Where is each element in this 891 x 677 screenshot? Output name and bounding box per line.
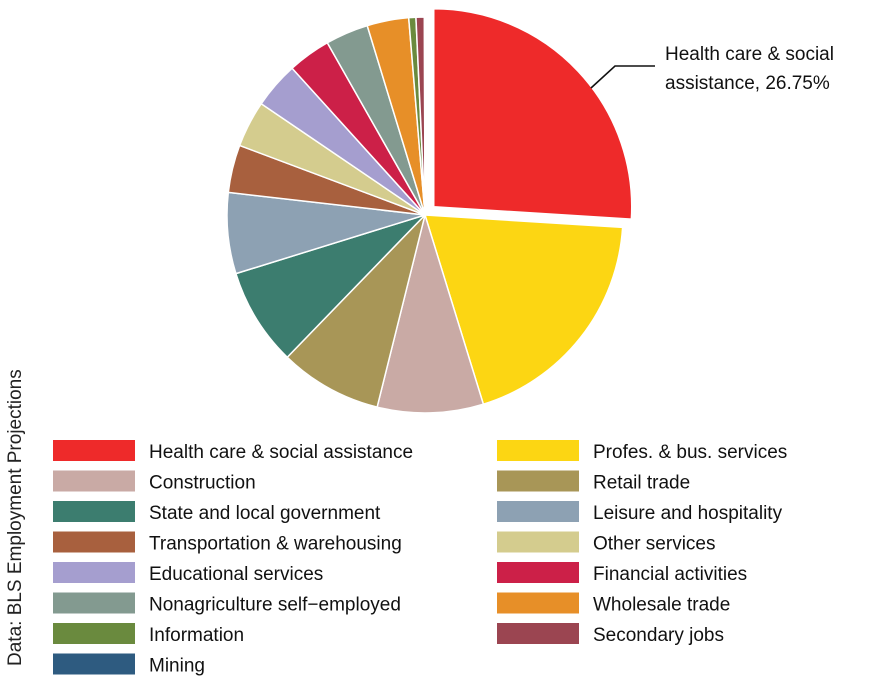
legend-swatch-mining [53,653,135,675]
legend-label-transportation-warehousing: Transportation & warehousing [149,534,402,555]
legend: Health care & social assistance Profes. &… [53,440,787,677]
legend-label-leisure-and-hospitality: Leisure and hospitality [593,503,783,524]
pie-slice-state-and-local-government [234,214,426,359]
annotation-label-line2: assistance, 26.75% [665,73,830,94]
legend-swatch-retail-trade [497,470,579,492]
legend-label-secondary-jobs: Secondary jobs [593,625,724,646]
legend-swatch-nonagriculture-self-employed [53,592,135,614]
legend-swatch-educational-services [53,562,135,583]
legend-label-retail-trade: Retail trade [593,473,690,494]
legend-label-other-services: Other services [593,534,715,555]
legend-swatch-construction [53,470,135,492]
source-label: Data: BLS Employment Projections [5,369,26,666]
legend-swatch-state-and-local-government [53,501,135,522]
pie-slice-health-care-social-assistance [432,8,633,220]
pie-slices [226,8,633,414]
legend-label-construction: Construction [149,473,256,494]
legend-label-information: Information [149,625,244,646]
legend-swatch-other-services [497,531,579,553]
pie-slice-retail-trade [286,212,427,409]
annotation-label-line1: Health care & social [665,44,834,65]
legend-swatch-leisure-and-hospitality [497,501,579,522]
legend-label-educational-services: Educational services [149,564,323,585]
legend-label-mining: Mining [149,656,205,677]
annotation-leader-line [590,65,655,89]
legend-label-state-and-local-government: State and local government [149,503,381,524]
legend-swatch-information [53,623,135,644]
legend-label-profes-bus-services: Profes. & bus. services [593,442,787,463]
legend-swatch-profes-bus-services [497,440,579,461]
legend-swatch-transportation-warehousing [53,531,135,553]
pie-slice-construction [376,212,485,414]
legend-swatch-secondary-jobs [497,623,579,644]
legend-swatch-health-care-social-assistance [53,440,135,461]
legend-label-financial-activities: Financial activities [593,564,747,585]
pie-slice-mining [423,16,426,216]
legend-label-wholesale-trade: Wholesale trade [593,595,730,616]
legend-label-health-care-social-assistance: Health care & social assistance [149,442,413,463]
pie-slice-profes-bus-services [423,214,624,406]
legend-swatch-wholesale-trade [497,592,579,614]
legend-label-nonagriculture-self-employed: Nonagriculture self−employed [149,595,401,616]
legend-swatch-financial-activities [497,562,579,583]
